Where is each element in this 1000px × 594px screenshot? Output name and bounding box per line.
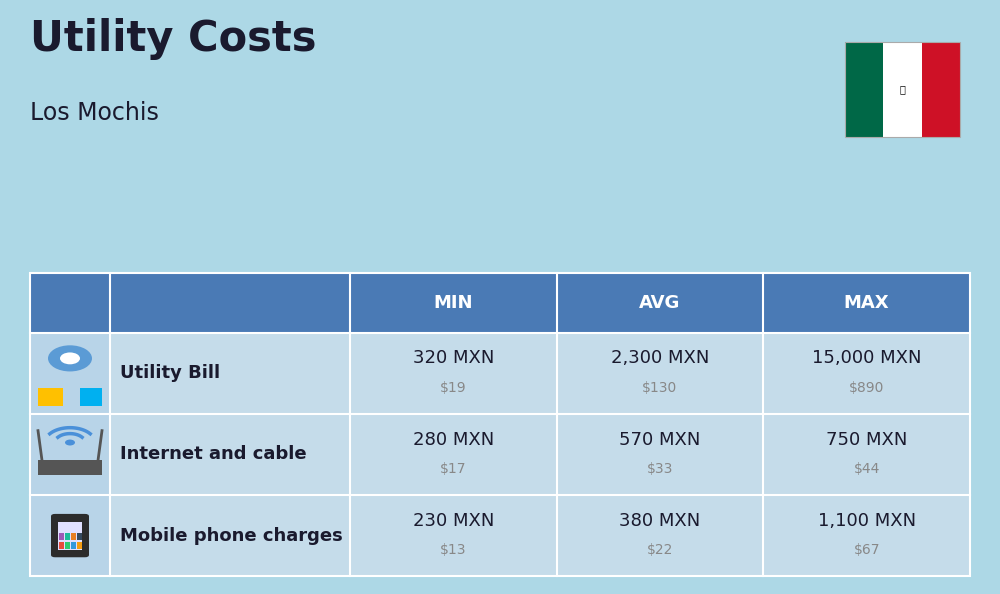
Text: Utility Costs: Utility Costs: [30, 18, 316, 60]
Bar: [77, 533, 82, 540]
Text: $13: $13: [440, 544, 467, 557]
Bar: [30, 414, 110, 495]
Bar: [59, 542, 64, 549]
Bar: [77, 542, 82, 549]
Bar: [30, 273, 970, 333]
Bar: [30, 333, 970, 414]
Bar: [80, 388, 102, 406]
Text: 15,000 MXN: 15,000 MXN: [812, 349, 921, 367]
Text: AVG: AVG: [639, 294, 681, 312]
Bar: [922, 42, 960, 137]
Text: $44: $44: [853, 462, 880, 476]
Bar: [30, 333, 110, 414]
Bar: [71, 533, 76, 540]
Bar: [38, 388, 63, 406]
Bar: [883, 42, 922, 137]
Text: 1,100 MXN: 1,100 MXN: [818, 512, 916, 530]
Bar: [58, 522, 82, 550]
Text: 🦅: 🦅: [900, 84, 905, 94]
Text: 2,300 MXN: 2,300 MXN: [611, 349, 709, 367]
Text: $130: $130: [642, 381, 678, 395]
Text: $22: $22: [647, 544, 673, 557]
Text: 380 MXN: 380 MXN: [619, 512, 701, 530]
Bar: [35, 337, 105, 412]
FancyBboxPatch shape: [51, 514, 89, 557]
Bar: [30, 273, 970, 576]
Bar: [65, 542, 70, 549]
Text: $890: $890: [849, 381, 884, 395]
Text: 320 MXN: 320 MXN: [413, 349, 494, 367]
Bar: [30, 495, 970, 576]
Text: MAX: MAX: [844, 294, 889, 312]
Text: Utility Bill: Utility Bill: [120, 364, 220, 382]
Bar: [65, 533, 70, 540]
Text: $33: $33: [647, 462, 673, 476]
Bar: [30, 495, 110, 576]
Bar: [845, 42, 960, 137]
Bar: [30, 273, 350, 333]
Bar: [71, 542, 76, 549]
Text: Internet and cable: Internet and cable: [120, 446, 307, 463]
Text: 570 MXN: 570 MXN: [619, 431, 701, 448]
Text: 230 MXN: 230 MXN: [413, 512, 494, 530]
Text: 280 MXN: 280 MXN: [413, 431, 494, 448]
Circle shape: [65, 440, 75, 446]
Bar: [59, 533, 64, 540]
Bar: [30, 414, 970, 495]
Circle shape: [48, 345, 92, 371]
Text: $19: $19: [440, 381, 467, 395]
Bar: [845, 42, 883, 137]
Text: $67: $67: [853, 544, 880, 557]
Text: 750 MXN: 750 MXN: [826, 431, 907, 448]
Text: MIN: MIN: [434, 294, 473, 312]
Bar: [38, 460, 102, 475]
Text: $17: $17: [440, 462, 467, 476]
Text: Los Mochis: Los Mochis: [30, 101, 159, 125]
Circle shape: [60, 352, 80, 364]
Text: Mobile phone charges: Mobile phone charges: [120, 527, 343, 545]
